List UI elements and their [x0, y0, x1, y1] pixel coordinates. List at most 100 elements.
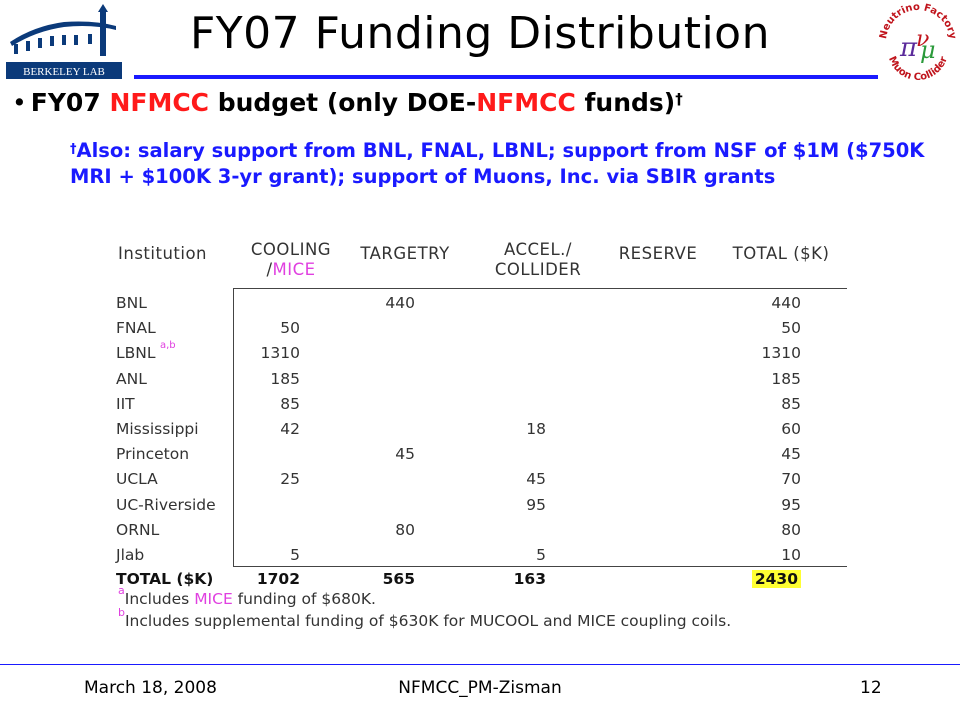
total-accel: 163	[513, 570, 546, 588]
table-row: Princeton 45 45	[110, 445, 852, 470]
institution-name: Mississippi	[116, 420, 199, 438]
bullet-dagger: †	[675, 90, 683, 108]
footnote-a-pre: Includes	[124, 590, 195, 608]
total-grand: 2430	[751, 570, 801, 588]
footnote-b-mark: b	[118, 606, 125, 619]
institution-name: ANL	[116, 369, 147, 388]
cell-cooling: 1310	[260, 344, 300, 363]
table-total-row: TOTAL ($K) 1702 565 163 2430	[110, 570, 852, 595]
header-accel: ACCEL./ COLLIDER	[478, 240, 598, 280]
cell-total: 1310	[761, 344, 801, 363]
cell-total: 45	[781, 445, 801, 464]
header-cooling-slash: /	[266, 260, 273, 279]
cell-targetry: 80	[395, 520, 415, 539]
title-underline	[134, 75, 878, 79]
svg-text:π: π	[899, 33, 918, 63]
cell-total: 50	[781, 319, 801, 338]
svg-text:μ: μ	[920, 36, 936, 64]
table-row: BNL 440 440	[110, 294, 852, 319]
footnote-a-mark: a	[118, 584, 125, 597]
table-row: UC-Riverside 95 95	[110, 496, 852, 521]
note-dagger: †	[70, 142, 77, 157]
table-row: LBNL a,b 1310 1310	[110, 340, 852, 369]
header-reserve: RESERVE	[618, 244, 698, 263]
neutrino-factory-logo: Neutrino Factory Muon Collider π ν μ	[878, 2, 958, 80]
institution-name: Princeton	[116, 445, 190, 464]
institution-name: UCLA	[116, 470, 158, 489]
cell-cooling: 5	[290, 546, 300, 564]
logo-arc-bottom: Muon Collider	[886, 55, 950, 80]
bullet-text-3: funds)	[575, 88, 676, 117]
bullet-nfmcc-2: NFMCC	[476, 88, 576, 117]
header-institution: Institution	[118, 244, 208, 263]
footnote-a: aIncludes MICE funding of $680K.	[118, 584, 376, 608]
cell-cooling: 42	[280, 420, 300, 438]
bullet-dot: •	[12, 88, 27, 117]
footnote-b: bIncludes supplemental funding of $630K …	[118, 606, 732, 630]
header-targetry: TARGETRY	[360, 244, 450, 263]
svg-text:Muon Collider: Muon Collider	[886, 55, 950, 80]
cell-total: 440	[771, 294, 801, 312]
header-mice: MICE	[272, 260, 316, 279]
cell-cooling: 185	[270, 369, 300, 388]
institution-name: FNAL	[116, 319, 156, 338]
footnote-b-text: Includes supplemental funding of $630K f…	[124, 612, 732, 630]
table-row: ORNL 80 80	[110, 521, 852, 546]
header-total: TOTAL ($K)	[732, 244, 830, 263]
table-header-rule	[233, 288, 847, 289]
table-vertical-rule	[233, 288, 234, 566]
header-accel-line1: ACCEL./	[504, 240, 572, 259]
footnote-a-post: funding of $680K.	[232, 590, 376, 608]
cell-total: 10	[781, 546, 801, 564]
cell-total: 185	[771, 369, 801, 388]
cell-accel: 95	[526, 495, 546, 514]
total-cooling: 1702	[256, 570, 300, 588]
footer-page-number: 12	[860, 678, 882, 698]
footer-date: March 18, 2008	[84, 678, 217, 698]
bullet-text-1: FY07	[30, 88, 110, 117]
cell-targetry: 440	[385, 294, 415, 312]
institution-name: LBNL	[116, 344, 156, 363]
total-targetry: 565	[382, 570, 415, 588]
table-row: Mississippi 42 18 60	[110, 420, 852, 445]
table-row: IIT 85 85	[110, 395, 852, 420]
table-row: ANL 185 185	[110, 370, 852, 395]
footnote-a-mice: MICE	[194, 590, 233, 608]
slide-title: FY07 Funding Distribution	[190, 8, 770, 59]
institution-name: Jlab	[116, 546, 145, 564]
footer-rule	[0, 664, 960, 665]
cell-cooling: 50	[280, 319, 300, 338]
institution-name: UC-Riverside	[116, 495, 216, 514]
table-total-rule	[233, 566, 847, 567]
header-cooling-line1: COOLING	[250, 240, 332, 259]
institution-name: IIT	[116, 394, 135, 413]
cell-accel: 5	[536, 546, 546, 564]
footer-center: NFMCC_PM-Zisman	[398, 678, 562, 698]
total-label: TOTAL ($K)	[116, 570, 214, 588]
cell-targetry: 45	[395, 445, 415, 464]
cell-total: 80	[781, 520, 801, 539]
table-row: FNAL 50 50	[110, 319, 852, 344]
cell-cooling: 25	[280, 470, 300, 489]
cell-total: 85	[781, 394, 801, 413]
berkeley-lab-logo-text: BERKELEY LAB	[23, 66, 105, 78]
cell-accel: 18	[526, 420, 546, 438]
institution-name: ORNL	[116, 520, 160, 539]
header-cooling: COOLING /MICE	[236, 240, 346, 280]
institution-footnote-mark: a,b	[160, 340, 176, 352]
institution-name: BNL	[116, 294, 147, 312]
cell-accel: 45	[526, 470, 546, 489]
table-row: UCLA 25 45 70	[110, 470, 852, 495]
cell-total: 70	[781, 470, 801, 489]
bullet-main: • FY07 NFMCC budget (only DOE-NFMCC funds…	[12, 88, 683, 117]
bullet-text-2: budget (only DOE-	[209, 88, 477, 117]
header-accel-line2: COLLIDER	[494, 260, 582, 279]
svg-text:ν: ν	[916, 27, 929, 52]
note-text: Also: salary support from BNL, FNAL, LBN…	[70, 139, 925, 188]
header-cooling-line2: /MICE	[236, 260, 346, 280]
cell-total: 95	[781, 495, 801, 514]
cell-total: 60	[781, 420, 801, 438]
funding-note: †Also: salary support from BNL, FNAL, LB…	[70, 138, 945, 190]
table-row: Jlab 5 5 10	[110, 546, 852, 571]
cell-cooling: 85	[280, 394, 300, 413]
